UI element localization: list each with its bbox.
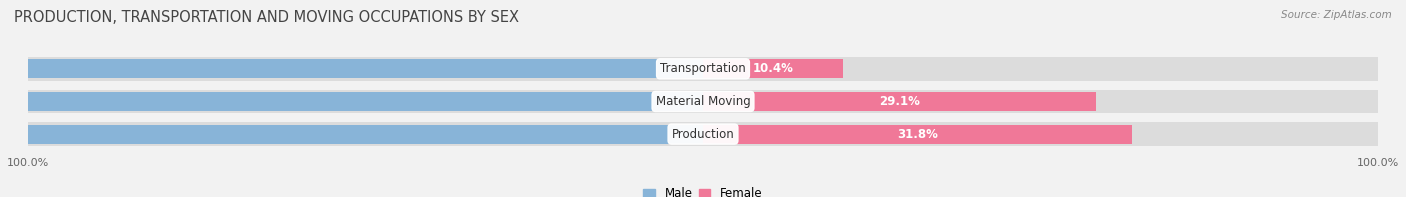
Legend: Male, Female: Male, Female (638, 183, 768, 197)
Bar (28, 90, 1378, 113)
Text: 10.4%: 10.4% (752, 62, 793, 75)
Bar (703, 125, 1132, 144)
Bar (28, 122, 1378, 146)
Bar (0, 125, 703, 144)
Text: Transportation: Transportation (661, 62, 745, 75)
Text: 31.8%: 31.8% (897, 128, 938, 141)
Text: Material Moving: Material Moving (655, 95, 751, 108)
Text: 29.1%: 29.1% (879, 95, 920, 108)
Text: Production: Production (672, 128, 734, 141)
Text: Source: ZipAtlas.com: Source: ZipAtlas.com (1281, 10, 1392, 20)
Bar (28, 57, 1378, 81)
Bar (703, 59, 844, 78)
Bar (0, 59, 703, 78)
Text: PRODUCTION, TRANSPORTATION AND MOVING OCCUPATIONS BY SEX: PRODUCTION, TRANSPORTATION AND MOVING OC… (14, 10, 519, 25)
Bar (0, 92, 703, 111)
Bar (703, 92, 1095, 111)
